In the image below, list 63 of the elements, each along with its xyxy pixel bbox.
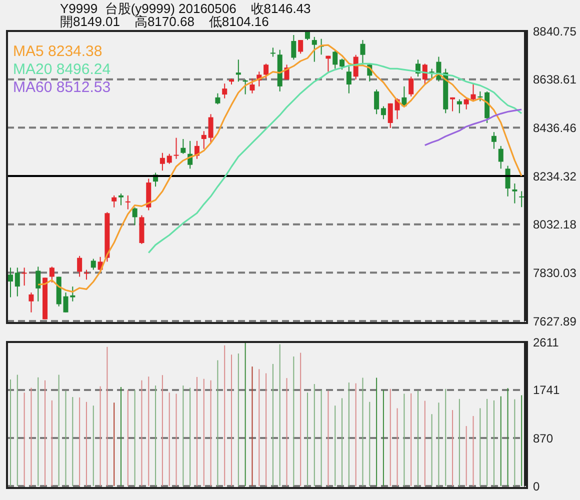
candlestick <box>84 269 89 280</box>
y-tick-label: 8234.32 <box>533 169 577 184</box>
candlestick <box>14 267 20 297</box>
candlestick <box>264 63 269 80</box>
text: MA5 8234.38 <box>13 43 104 61</box>
candlestick <box>312 36 317 62</box>
candlestick <box>36 266 41 302</box>
y-tick-label: 870 <box>533 431 554 446</box>
candlestick <box>125 194 130 210</box>
candlestick <box>201 130 206 150</box>
candlestick <box>332 49 338 70</box>
candlestick <box>270 47 276 58</box>
chart-title: Y9999 台股(y9999) 20160506 收8146.43 <box>60 0 311 16</box>
candlestick <box>118 193 124 206</box>
candlestick <box>512 182 518 204</box>
text: MA60 8512.53 <box>13 79 111 97</box>
candlestick <box>166 153 172 164</box>
candlestick <box>346 66 352 94</box>
y-tick-label: 7830.03 <box>533 266 577 280</box>
candlestick <box>505 165 510 197</box>
candlestick <box>222 83 228 99</box>
candlestick <box>298 40 304 54</box>
candlestick <box>28 292 34 313</box>
y-tick-label: 8638.61 <box>533 72 577 87</box>
candlestick <box>360 40 366 66</box>
candlestick <box>180 138 186 154</box>
candlestick <box>450 96 456 112</box>
candlestick <box>456 98 462 114</box>
y-tick-label: 7627.89 <box>533 314 577 328</box>
y-tick-label: 8032.18 <box>533 218 577 232</box>
candlestick <box>478 90 483 102</box>
y-tick-label: 0 <box>533 479 540 494</box>
y-tick-label: 2611 <box>533 335 560 350</box>
line-series <box>424 108 522 146</box>
y-tick-label: 8840.75 <box>533 24 577 38</box>
candlestick <box>519 190 524 208</box>
candlestick <box>90 258 96 270</box>
candlestick <box>422 63 428 85</box>
candlestick <box>498 145 504 170</box>
candlestick <box>380 106 386 120</box>
candlestick <box>215 92 220 105</box>
candlestick <box>408 76 414 97</box>
candlestick <box>236 59 241 82</box>
candlestick <box>112 194 117 208</box>
candlestick <box>470 83 476 102</box>
candlestick <box>291 34 296 60</box>
candlestick <box>49 266 54 283</box>
candlestick <box>174 137 179 160</box>
candlestick <box>250 78 255 94</box>
candlestick <box>77 255 82 278</box>
candlestick <box>8 267 13 298</box>
y-tick-label: 1741 <box>533 383 560 398</box>
candlestick <box>160 152 165 172</box>
candlestick <box>208 114 214 144</box>
candlestick <box>374 89 380 115</box>
y-tick-label: 8436.46 <box>533 120 577 135</box>
candlestick <box>491 132 496 150</box>
candlestick <box>340 58 345 70</box>
text: MA20 8496.24 <box>13 61 111 79</box>
candlestick <box>22 267 27 286</box>
candlestick <box>464 98 469 110</box>
candlestick <box>388 102 393 129</box>
candlestick <box>132 206 138 226</box>
